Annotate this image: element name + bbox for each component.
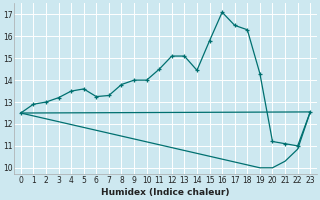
X-axis label: Humidex (Indice chaleur): Humidex (Indice chaleur)	[101, 188, 230, 197]
